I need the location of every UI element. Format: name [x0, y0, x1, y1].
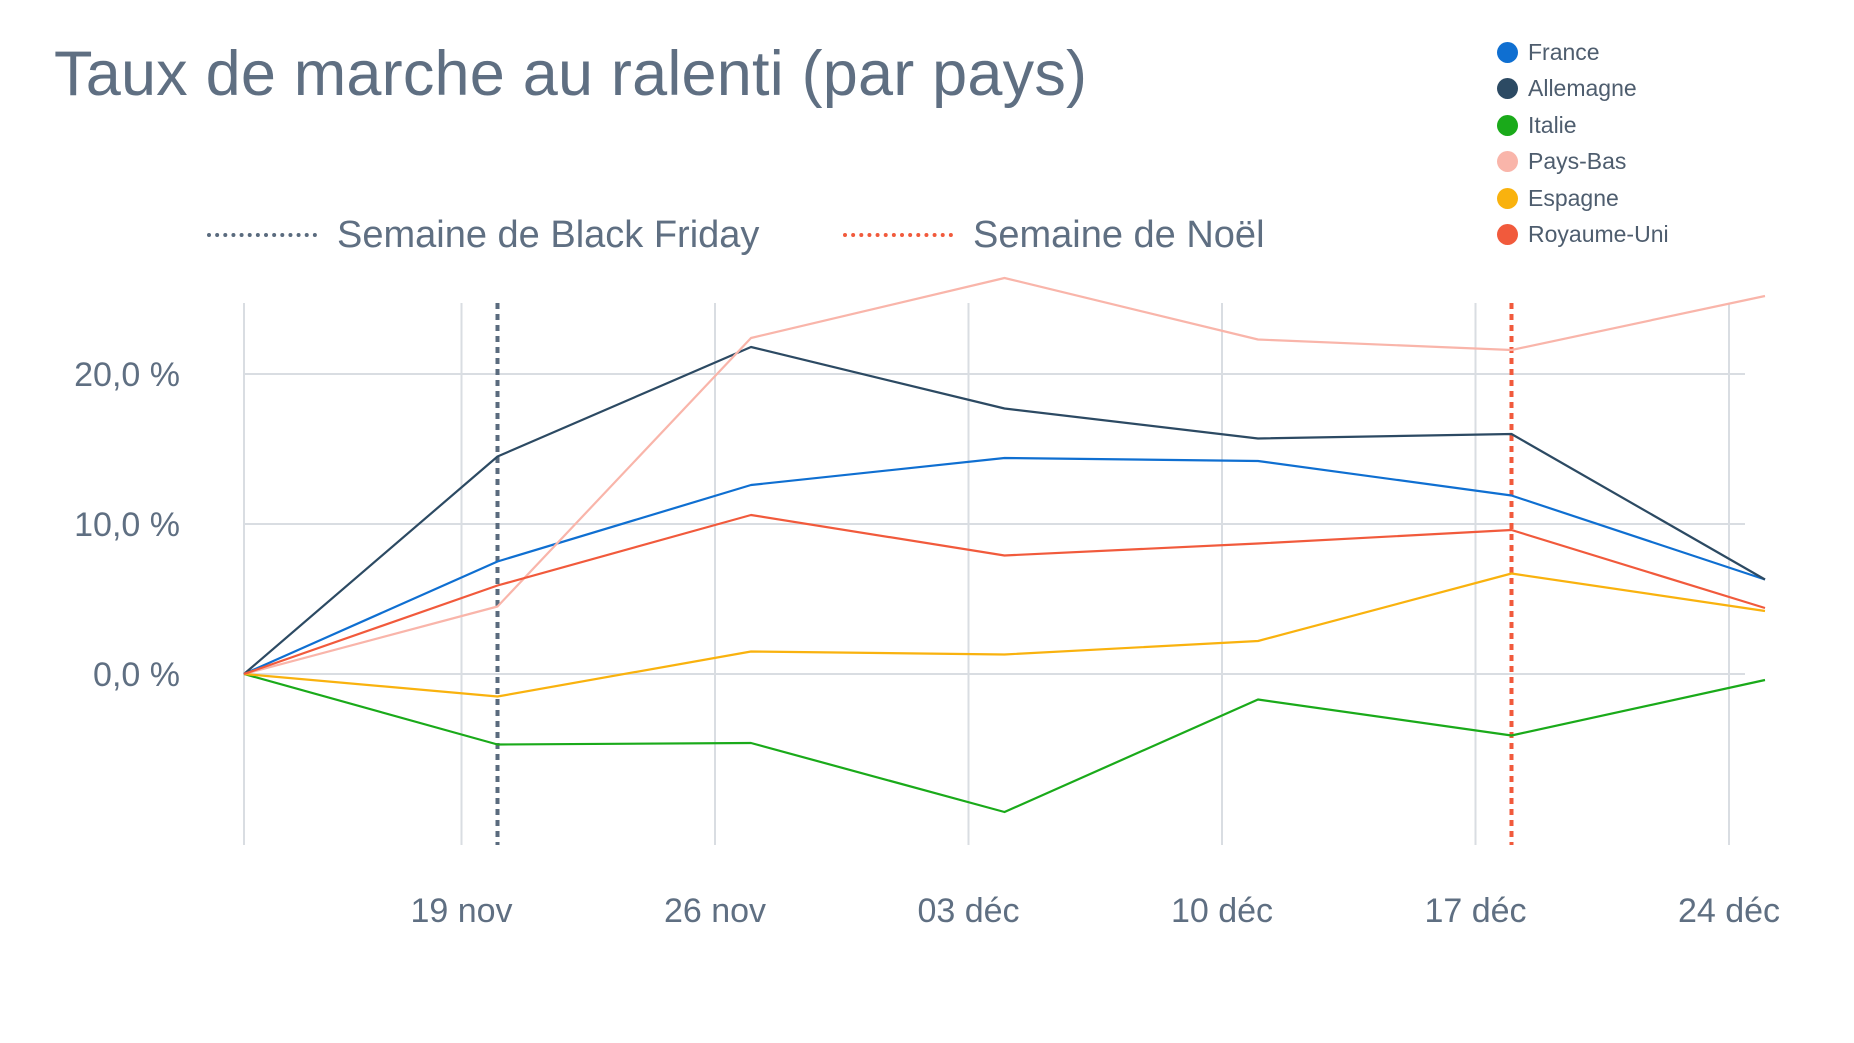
christmas-swatch — [843, 233, 953, 237]
x-tick-label: 19 nov — [410, 892, 512, 930]
black-friday-legend: Semaine de Black Friday — [207, 205, 759, 265]
legend-item-espagne[interactable]: Espagne — [1497, 180, 1669, 217]
chart-title: Taux de marche au ralenti (par pays) — [54, 39, 1088, 109]
christmas-label: Semaine de Noël — [973, 213, 1265, 256]
legend-label: Italie — [1528, 111, 1577, 138]
legend-item-royaume-uni[interactable]: Royaume-Uni — [1497, 217, 1669, 254]
legend-item-italie[interactable]: Italie — [1497, 107, 1669, 144]
legend-label: Espagne — [1528, 184, 1619, 211]
legend-swatch — [1497, 187, 1518, 209]
x-tick-label: 26 nov — [664, 892, 766, 930]
legend-item-pays-bas[interactable]: Pays-Bas — [1497, 144, 1669, 181]
x-tick-label: 10 déc — [1171, 892, 1273, 930]
legend-label: Pays-Bas — [1528, 148, 1627, 175]
series-legend: France Allemagne Italie Pays-Bas Espagne… — [1497, 34, 1669, 253]
x-tick-label: 24 déc — [1678, 892, 1780, 930]
legend-item-france[interactable]: France — [1497, 34, 1669, 71]
legend-item-allemagne[interactable]: Allemagne — [1497, 71, 1669, 108]
legend-swatch — [1497, 41, 1518, 63]
legend-label: Royaume-Uni — [1528, 221, 1669, 248]
series-line-royaume-uni[interactable] — [243, 513, 1766, 676]
series-line-france[interactable] — [243, 456, 1766, 676]
black-friday-swatch — [207, 233, 317, 237]
x-tick-label: 03 déc — [917, 892, 1019, 930]
series-line-allemagne[interactable] — [243, 345, 1766, 675]
legend-label: Allemagne — [1528, 75, 1637, 102]
legend-swatch — [1497, 224, 1518, 246]
x-tick-label: 17 déc — [1424, 892, 1526, 930]
christmas-legend: Semaine de Noël — [843, 205, 1265, 265]
series-line-espagne[interactable] — [243, 572, 1766, 698]
legend-swatch — [1497, 78, 1518, 100]
black-friday-label: Semaine de Black Friday — [337, 213, 760, 256]
legend-swatch — [1497, 114, 1518, 136]
legend-swatch — [1497, 151, 1518, 173]
series-line-pays-bas[interactable] — [243, 276, 1766, 676]
y-tick-label: 10,0 % — [74, 506, 180, 544]
series-line-italie[interactable] — [243, 672, 1766, 814]
y-tick-label: 20,0 % — [74, 356, 180, 394]
legend-label: France — [1528, 38, 1600, 65]
y-tick-label: 0,0 % — [93, 656, 180, 694]
